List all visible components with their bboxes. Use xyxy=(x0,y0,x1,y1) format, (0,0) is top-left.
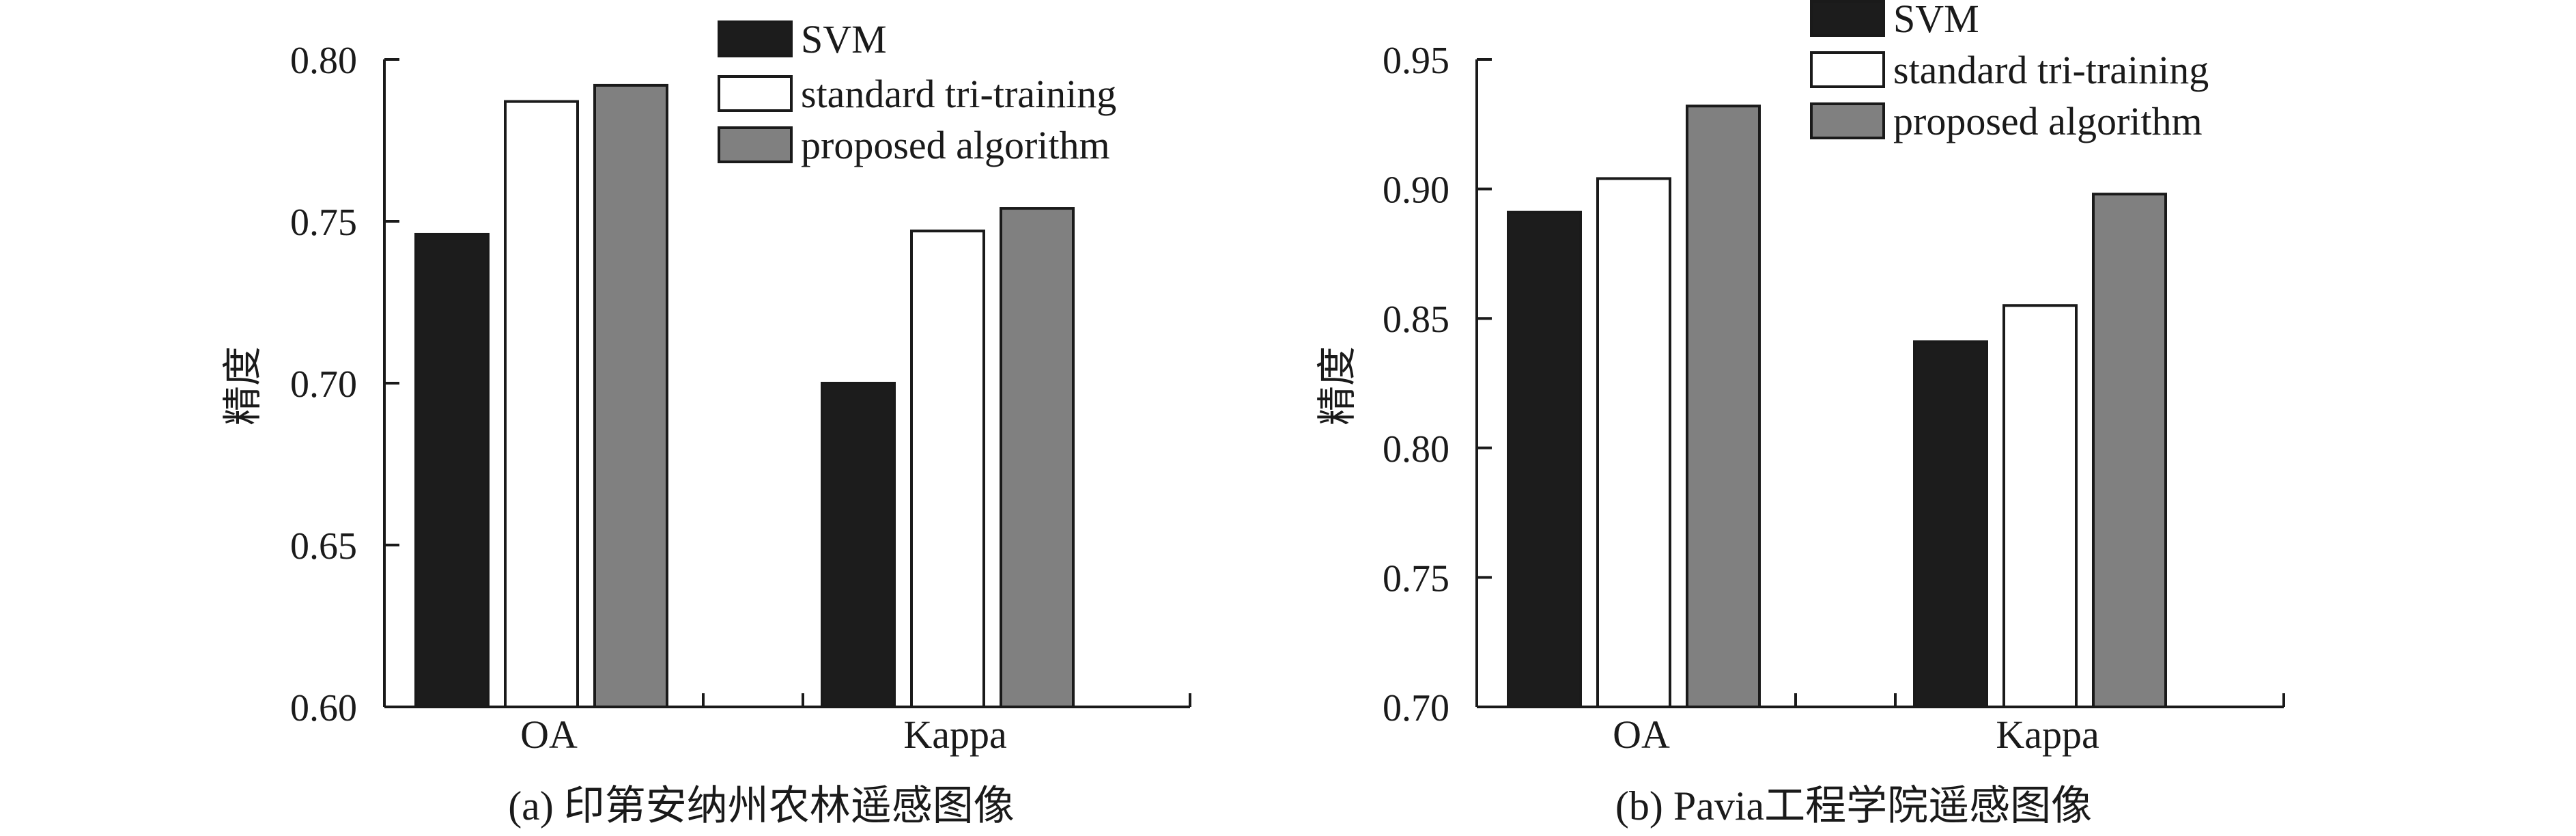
y-axis-label: 精度 xyxy=(1315,346,1359,426)
x-tick-label: Kappa xyxy=(1996,712,2099,757)
bar-svm-kappa xyxy=(1913,340,1988,708)
bar-proposed-algorithm-oa xyxy=(1686,104,1761,709)
chart-caption: (a) 印第安纳州农林遥感图像 xyxy=(508,783,1015,828)
chart-a: 0.60 0.65 0.70 0.75 0.80 OA Kappa 精度 SVM standard… xyxy=(221,17,1191,828)
y-tick-label: 0.60 xyxy=(290,687,357,729)
y-tick-label: 0.80 xyxy=(290,40,357,82)
y-axis-label: 精度 xyxy=(221,346,265,426)
legend-label: standard tri-training xyxy=(1893,48,2209,92)
bar-proposed-algorithm-kappa xyxy=(1000,207,1075,709)
legend-swatch xyxy=(718,20,793,57)
legend-swatch xyxy=(718,126,793,163)
legend-label: standard tri-training xyxy=(801,72,1116,116)
y-tick-label: 0.80 xyxy=(1383,428,1449,471)
y-tick-label: 0.90 xyxy=(1383,169,1449,212)
y-tick-label: 0.70 xyxy=(1383,687,1449,729)
y-tick-label: 0.85 xyxy=(1383,298,1449,341)
y-tick-label: 0.95 xyxy=(1383,40,1449,82)
bar-proposed-algorithm-oa xyxy=(593,83,668,709)
legend-label: proposed algorithm xyxy=(801,123,1110,167)
bar-svm-kappa xyxy=(821,382,896,708)
bar-standard-tri-training-oa xyxy=(1596,177,1671,708)
x-tick-label: OA xyxy=(520,712,578,757)
bar-standard-tri-training-kappa xyxy=(910,229,985,709)
y-tick-label: 0.75 xyxy=(1383,557,1449,600)
chart-b: 0.70 0.75 0.80 0.85 0.90 0.95 OA Kappa 精度 SVM stan… xyxy=(1315,0,2285,828)
legend-label: SVM xyxy=(801,17,887,61)
legend-swatch xyxy=(718,75,793,112)
legend-swatch xyxy=(1810,0,1885,37)
legend-swatch xyxy=(1810,51,1885,88)
legend-label: proposed algorithm xyxy=(1893,99,2203,143)
bar-standard-tri-training-kappa xyxy=(2002,304,2078,708)
y-tick-label: 0.75 xyxy=(290,201,357,244)
x-tick-label: Kappa xyxy=(903,712,1006,757)
bar-svm-oa xyxy=(1507,210,1582,708)
bar-svm-oa xyxy=(414,232,490,708)
chart-caption: (b) Pavia工程学院遥感图像 xyxy=(1615,783,2092,828)
bar-standard-tri-training-oa xyxy=(504,100,579,708)
y-tick-label: 0.65 xyxy=(290,525,357,568)
bar-proposed-algorithm-kappa xyxy=(2092,193,2167,708)
legend-label: SVM xyxy=(1893,0,1979,41)
x-tick-label: OA xyxy=(1613,712,1670,757)
y-tick-label: 0.70 xyxy=(290,363,357,406)
legend-swatch xyxy=(1810,102,1885,139)
